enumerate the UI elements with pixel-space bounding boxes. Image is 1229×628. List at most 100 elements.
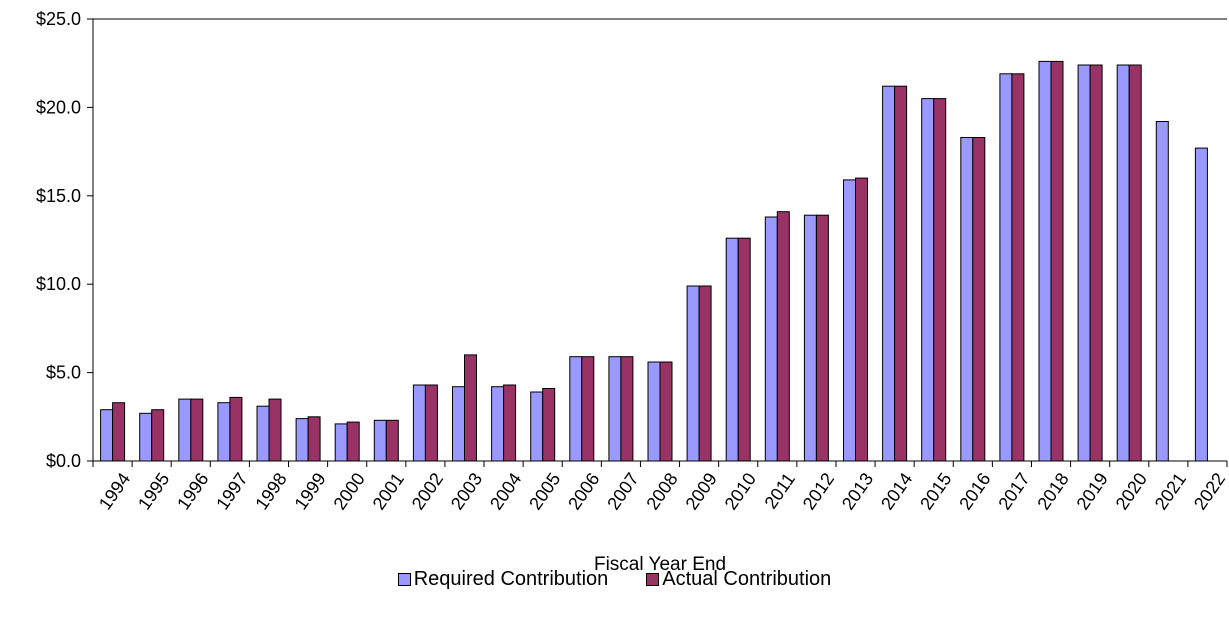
x-tick-label: 2003 xyxy=(447,469,486,513)
x-tick-label: 2009 xyxy=(682,469,721,513)
x-tick-label: 2004 xyxy=(486,469,525,513)
bar-actual-2015 xyxy=(933,98,947,462)
bar-actual-2017 xyxy=(1011,73,1025,462)
legend-label-required: Required Contribution xyxy=(413,568,609,590)
bar-actual-1999 xyxy=(307,416,321,462)
bar-required-2018 xyxy=(1038,60,1052,462)
bar-actual-2001 xyxy=(385,419,399,462)
bar-actual-2005 xyxy=(542,388,556,462)
x-tick-label: 2017 xyxy=(994,469,1033,513)
bar-actual-2008 xyxy=(659,361,673,462)
bar-actual-2010 xyxy=(737,237,751,462)
bar-actual-2013 xyxy=(855,177,868,462)
x-tick-label: 1994 xyxy=(95,469,134,513)
legend: Required Contribution Actual Contributio… xyxy=(0,568,1229,591)
bar-required-2000 xyxy=(334,423,348,462)
bar-actual-2016 xyxy=(972,137,986,462)
x-tick-label: 2016 xyxy=(955,469,994,513)
x-tick-label: 2012 xyxy=(799,469,838,513)
x-tick-label: 2007 xyxy=(603,469,642,513)
bar-required-2022 xyxy=(1194,147,1208,462)
bars-group xyxy=(100,60,1208,462)
y-tick-label: $20.0 xyxy=(36,97,81,117)
legend-item-actual: Actual Contribution xyxy=(646,568,831,591)
bar-required-2020 xyxy=(1116,64,1130,462)
y-tick-labels: $0.0 $5.0 $10.0 $15.0 $20.0 $25.0 xyxy=(36,9,81,471)
x-axis-title: Fiscal Year End xyxy=(594,554,726,575)
x-tick-label: 2018 xyxy=(1033,469,1072,513)
bar-actual-2019 xyxy=(1089,64,1103,462)
x-tick-label: 2020 xyxy=(1112,469,1151,513)
bar-actual-1995 xyxy=(151,409,165,462)
bar-required-2010 xyxy=(725,237,739,462)
x-tick-label: 1996 xyxy=(173,469,212,513)
bar-required-2004 xyxy=(491,386,505,462)
bar-actual-2012 xyxy=(815,214,829,462)
x-tick-label: 2019 xyxy=(1073,469,1112,513)
bar-required-2001 xyxy=(373,419,387,462)
bar-actual-2011 xyxy=(776,211,790,462)
bar-required-2016 xyxy=(960,137,974,462)
x-tick-label: 2022 xyxy=(1190,469,1229,513)
bar-required-2021 xyxy=(1155,121,1169,462)
bar-required-2012 xyxy=(803,214,817,462)
bar-required-2011 xyxy=(764,216,778,462)
bar-actual-2007 xyxy=(620,356,634,462)
x-tick-label: 2011 xyxy=(760,469,799,512)
legend-swatch-actual xyxy=(646,573,660,586)
x-tick-label: 2000 xyxy=(330,469,369,513)
y-tick-label: $25.0 xyxy=(36,9,81,29)
bar-required-2003 xyxy=(452,386,465,462)
legend-label-actual: Actual Contribution xyxy=(662,568,832,590)
bar-required-2013 xyxy=(843,179,856,462)
bar-required-1995 xyxy=(139,412,153,462)
x-tick-label: 1999 xyxy=(290,469,329,513)
y-tick-label: $15.0 xyxy=(36,186,81,206)
y-tick-label: $5.0 xyxy=(46,363,81,383)
x-tick-label: 2002 xyxy=(408,469,447,513)
y-tick-label: $10.0 xyxy=(36,274,81,294)
x-tick-label: 2015 xyxy=(916,469,955,513)
y-tick-label: $0.0 xyxy=(46,451,81,471)
bar-actual-2003 xyxy=(464,354,477,462)
bar-actual-2018 xyxy=(1050,60,1064,462)
bar-actual-2002 xyxy=(424,384,438,462)
bar-required-2005 xyxy=(530,391,544,462)
bar-required-2017 xyxy=(999,73,1013,462)
bar-required-2002 xyxy=(412,384,426,462)
x-tick-label: 2021 xyxy=(1151,469,1190,513)
x-tick-label: 2014 xyxy=(877,469,916,513)
x-tick-label: 2010 xyxy=(721,469,760,513)
bar-required-2014 xyxy=(882,85,896,462)
legend-swatch-required xyxy=(397,573,411,586)
x-tick-label: 2008 xyxy=(642,469,681,513)
bar-required-2015 xyxy=(921,98,935,462)
bar-required-1996 xyxy=(178,398,192,462)
bar-actual-1997 xyxy=(229,396,243,462)
x-tick-label: 1997 xyxy=(212,469,251,513)
legend-item-required: Required Contribution xyxy=(397,568,609,591)
bar-required-1998 xyxy=(256,405,270,462)
bar-actual-2000 xyxy=(346,421,360,462)
bar-required-2019 xyxy=(1077,64,1091,462)
bar-required-1994 xyxy=(100,409,114,462)
x-tick-label: 1995 xyxy=(134,469,173,513)
bar-required-2007 xyxy=(608,356,622,462)
x-tick-label: 2005 xyxy=(525,469,564,513)
bar-required-1999 xyxy=(295,418,309,462)
bar-required-2008 xyxy=(647,361,661,462)
bar-required-2006 xyxy=(569,356,583,462)
axes-group xyxy=(87,18,1228,467)
bar-required-2009 xyxy=(686,285,700,462)
bar-actual-1996 xyxy=(190,398,204,462)
bar-actual-1994 xyxy=(112,402,126,462)
bar-actual-2020 xyxy=(1128,64,1142,462)
bar-actual-2004 xyxy=(503,384,517,462)
x-tick-label: 1998 xyxy=(251,469,290,513)
bar-actual-1998 xyxy=(268,398,282,462)
x-tick-label: 2001 xyxy=(369,469,408,513)
bar-required-1997 xyxy=(217,402,231,462)
x-tick-labels: 1994 1995 1996 1997 1998 1999 2000 2001 2002 2003… xyxy=(95,469,1229,513)
x-tick-label: 2013 xyxy=(838,469,877,513)
